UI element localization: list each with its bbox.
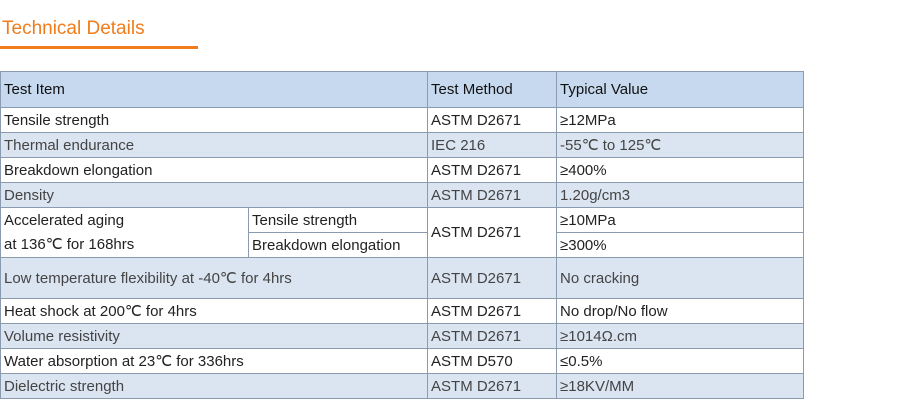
method-cell: ASTM D570 bbox=[427, 348, 558, 374]
item-cell: Density bbox=[0, 182, 429, 208]
method-cell: ASTM D2671 bbox=[427, 107, 558, 133]
item-cell: Heat shock at 200℃ for 4hrs bbox=[0, 298, 429, 324]
item-cell: Thermal endurance bbox=[0, 132, 429, 158]
item-cell: Breakdown elongation bbox=[0, 157, 429, 183]
spec-table: Test Item Test Method Typical Value Tens… bbox=[0, 71, 805, 399]
value-cell: No drop/No flow bbox=[556, 298, 805, 324]
header-cell: Typical Value bbox=[556, 71, 805, 108]
table-row: Low temperature flexibility at -40℃ for … bbox=[0, 257, 805, 299]
method-cell: ASTM D2671 bbox=[427, 207, 558, 258]
value-cell: No cracking bbox=[556, 257, 805, 299]
method-cell: IEC 216 bbox=[427, 132, 558, 158]
item-line: Accelerated aging bbox=[4, 211, 125, 229]
item-cell: Dielectric strength bbox=[0, 373, 429, 399]
item-line: at 136℃ for 168hrs bbox=[4, 235, 135, 253]
value-cell: ≥12MPa bbox=[556, 107, 805, 133]
title-underline bbox=[0, 46, 198, 49]
value-cell: ≥300% bbox=[556, 232, 805, 258]
sub-item-cell: Breakdown elongation bbox=[247, 232, 429, 258]
method-cell: ASTM D2671 bbox=[427, 323, 558, 349]
table-row: Breakdown elongation ASTM D2671 ≥400% bbox=[0, 157, 805, 183]
method-cell: ASTM D2671 bbox=[427, 157, 558, 183]
method-cell: ASTM D2671 bbox=[427, 298, 558, 324]
value-cell: 1.20g/cm3 bbox=[556, 182, 805, 208]
value-cell: ≥1014Ω.cm bbox=[556, 323, 805, 349]
item-cell: Water absorption at 23℃ for 336hrs bbox=[0, 348, 429, 374]
value-cell: ≥18KV/MM bbox=[556, 373, 805, 399]
item-cell: Low temperature flexibility at -40℃ for … bbox=[0, 257, 429, 299]
sub-item-cell: Tensile strength bbox=[247, 207, 429, 233]
header-cell: Test Item bbox=[0, 71, 429, 108]
table-row: Dielectric strength ASTM D2671 ≥18KV/MM bbox=[0, 373, 805, 399]
method-cell: ASTM D2671 bbox=[427, 257, 558, 299]
value-cell: -55℃ to 125℃ bbox=[556, 132, 805, 158]
table-row: Breakdown elongation ≥300% bbox=[1, 232, 805, 258]
table-row: Tensile strength ASTM D2671 ≥12MPa bbox=[0, 107, 805, 133]
value-cell: ≥400% bbox=[556, 157, 805, 183]
table-row: Accelerated aging at 136℃ for 168hrs Tensi… bbox=[0, 207, 805, 258]
section-title: Technical Details bbox=[2, 18, 145, 39]
table-body: Tensile strength ASTM D2671 ≥12MPa Thermal … bbox=[0, 107, 805, 399]
table-row: Volume resistivity ASTM D2671 ≥1014Ω.cm bbox=[0, 323, 805, 349]
table-row: Water absorption at 23℃ for 336hrs ASTM D… bbox=[0, 348, 805, 374]
header-cell: Test Method bbox=[427, 71, 558, 108]
method-cell: ASTM D2671 bbox=[427, 373, 558, 399]
table-row: Density ASTM D2671 1.20g/cm3 bbox=[0, 182, 805, 208]
item-cell: Volume resistivity bbox=[0, 323, 429, 349]
item-cell: Tensile strength bbox=[0, 107, 429, 133]
value-cell: ≤0.5% bbox=[556, 348, 805, 374]
method-cell: ASTM D2671 bbox=[427, 182, 558, 208]
table-row: Heat shock at 200℃ for 4hrs ASTM D2671 No … bbox=[0, 298, 805, 324]
table-row: Thermal endurance IEC 216 -55℃ to 125℃ bbox=[0, 132, 805, 158]
item-cell: Accelerated aging at 136℃ for 168hrs bbox=[0, 207, 249, 258]
value-cell: ≥10MPa bbox=[556, 207, 805, 233]
header-row: Test Item Test Method Typical Value bbox=[0, 71, 805, 108]
